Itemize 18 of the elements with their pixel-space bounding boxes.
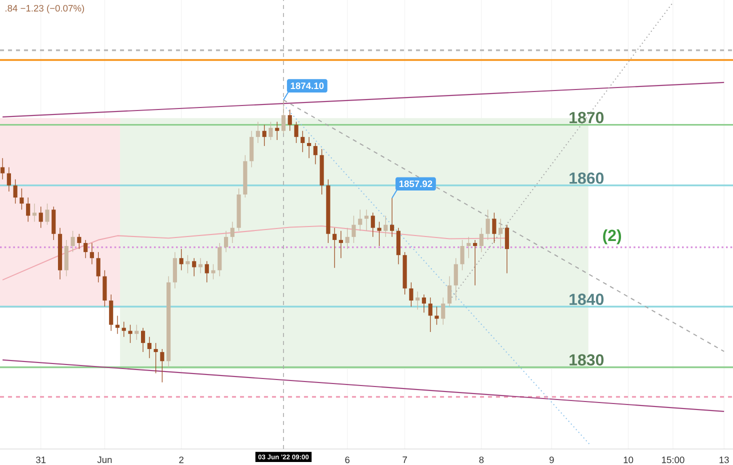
x-tick-label: 8 xyxy=(479,456,484,464)
ref-line-label: 1870 xyxy=(570,112,604,124)
x-tick-label: 15:00 xyxy=(662,456,684,464)
annotation: .84 −1.23 (−0.07%) xyxy=(6,4,84,14)
ref-line-label: 1860 xyxy=(570,172,604,184)
x-tick-label: 6 xyxy=(345,456,350,464)
x-tick-label: 31 xyxy=(36,456,46,464)
ref-line-label: 1830 xyxy=(570,354,604,366)
x-tick-label: 7 xyxy=(402,456,407,463)
annotation: (2) xyxy=(603,229,622,244)
x-tick-label: 10 xyxy=(624,456,634,464)
x-tick-label: 13 xyxy=(720,456,729,464)
x-tick-label: Jun xyxy=(97,456,112,464)
ref-line-label: 1840 xyxy=(570,294,604,305)
annotation: 1857.92 xyxy=(399,180,432,188)
annotation: 1874.10 xyxy=(290,82,324,90)
x-tick-label: 9 xyxy=(550,456,554,464)
x-tick-label: 2 xyxy=(179,456,184,464)
